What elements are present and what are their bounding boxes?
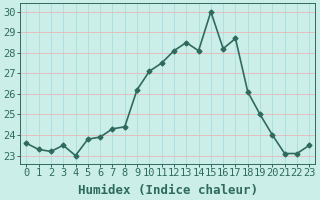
X-axis label: Humidex (Indice chaleur): Humidex (Indice chaleur)	[78, 184, 258, 197]
